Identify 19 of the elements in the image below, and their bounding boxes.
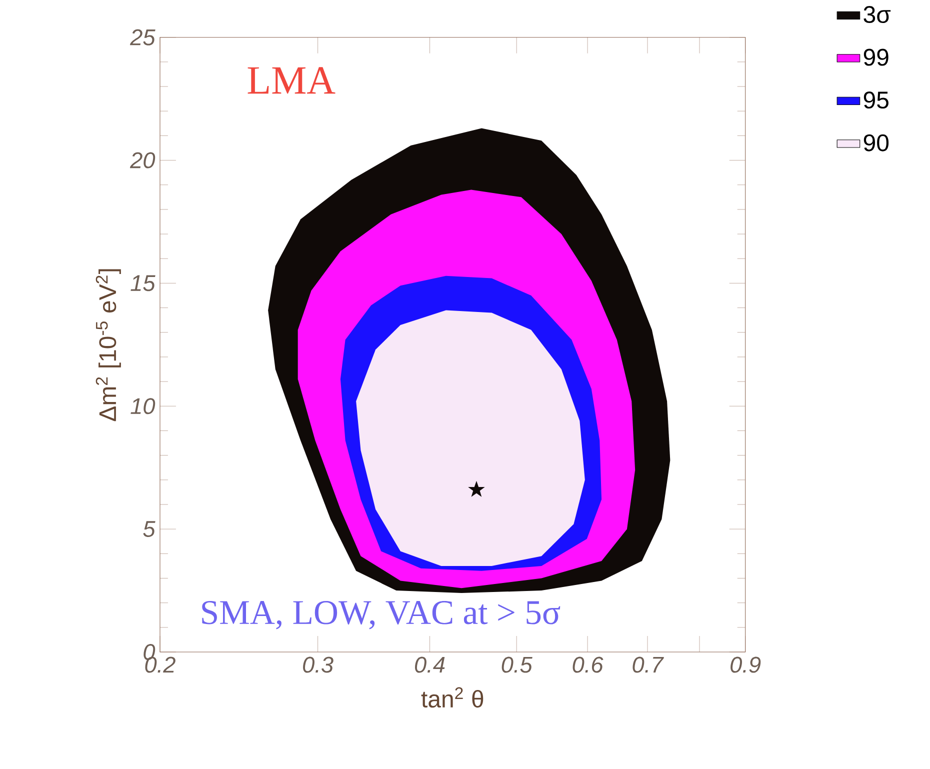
y-tick-label: 20 (130, 152, 156, 168)
y-tick-label: 15 (130, 275, 156, 292)
annotation: LMA (248, 67, 336, 94)
y-tick-label: 25 (130, 29, 156, 46)
legend-label: 90 (864, 134, 889, 152)
x-tick-label: 0.3 (303, 656, 334, 673)
annotation: SMA, LOW, VAC at > 5σ (202, 600, 560, 630)
y-tick-label: 10 (130, 398, 156, 414)
x-tick-label: 0.5 (502, 656, 532, 673)
x-axis-title: tan$^{2}$ θ (421, 687, 484, 708)
x-tick-label: 0.6 (572, 656, 604, 673)
x-tick-label: 0.7 (632, 656, 664, 673)
legend-label: 99 (864, 48, 888, 66)
x-tick-label: 0.4 (414, 656, 445, 673)
legend-label: 95 (864, 92, 888, 109)
y-tick-label: 5 (143, 521, 156, 537)
legend-label: 3σ (864, 6, 891, 24)
y-axis-title: Δm$^{2}$ [10$^{-5}$ eV$^{2}$] (96, 269, 121, 422)
x-tick-label: 0.9 (730, 656, 761, 673)
